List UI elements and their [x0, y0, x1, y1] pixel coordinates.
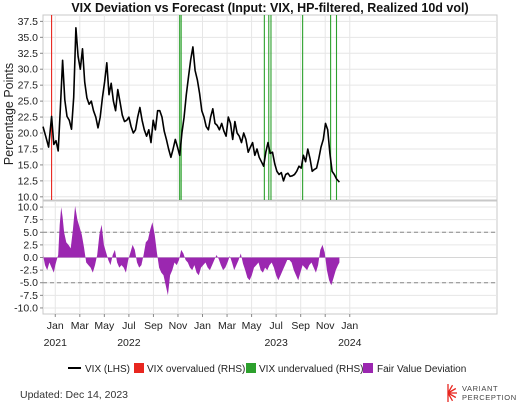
xtick-label: May: [242, 320, 263, 332]
top-ytick-label: 15.0: [18, 159, 39, 171]
bottom-ytick-label: -7.5: [20, 290, 38, 302]
xtick-label: Sep: [291, 320, 310, 332]
legend-swatch-overvalued: [134, 363, 144, 373]
xtick-label: Sep: [144, 320, 163, 332]
top-ytick-label: 37.5: [18, 16, 39, 28]
xtick-year-label: 2023: [264, 337, 288, 349]
xtick-label: Jan: [341, 320, 358, 332]
legend-label-overvalued: VIX overvalued (RHS): [147, 364, 245, 375]
xtick-label: Jan: [194, 320, 211, 332]
top-ytick-label: 10.0: [18, 191, 39, 203]
brand-logo: VARIANT PERCEPTION: [447, 384, 517, 402]
bottom-ytick-label: 7.5: [23, 214, 38, 226]
top-y-ticks: 10.0 12.5 15.0 17.5 20.0 22.5 25.0 27.5 30.0 32.5…: [18, 16, 43, 203]
top-ytick-label: 12.5: [18, 175, 39, 187]
legend-label-undervalued: VIX undervalued (RHS): [259, 364, 364, 375]
chart-title: VIX Deviation vs Forecast (Input: VIX, H…: [71, 1, 468, 15]
xtick-label: Jul: [269, 320, 282, 332]
legend-label-vix: VIX (LHS): [85, 364, 130, 375]
bottom-ytick-label: 0.0: [23, 252, 38, 264]
xtick-year-label: 2022: [117, 337, 141, 349]
xtick-label: Nov: [316, 320, 335, 332]
bottom-ytick-label: -10.0: [14, 302, 38, 314]
top-panel-frame: [42, 14, 498, 201]
bottom-ytick-label: 10.0: [18, 202, 39, 214]
xtick-label: Mar: [218, 320, 237, 332]
legend-label-deviation: Fair Value Deviation: [377, 364, 466, 375]
xtick-label: Jan: [47, 320, 64, 332]
updated-date: Updated: Dec 14, 2023: [20, 389, 128, 401]
top-ytick-label: 30.0: [18, 64, 39, 76]
xtick-year-label: 2021: [44, 337, 68, 349]
xtick-label: May: [94, 320, 115, 332]
brand-name-line1: VARIANT: [462, 384, 498, 393]
bottom-y-ticks: -10.0-7.5-5.0-2.50.02.55.07.510.0: [14, 202, 43, 314]
bottom-ytick-label: 2.5: [23, 239, 38, 251]
legend: VIX (LHS) VIX overvalued (RHS) VIX under…: [68, 363, 466, 375]
legend-swatch-undervalued: [246, 363, 256, 373]
bottom-ytick-label: -5.0: [20, 277, 38, 289]
brand-mark-icon: [447, 384, 457, 402]
top-ytick-label: 25.0: [18, 96, 39, 108]
xtick-label: Jul: [122, 320, 135, 332]
top-ytick-label: 22.5: [18, 112, 39, 124]
xtick-label: Mar: [71, 320, 90, 332]
signal-lines: [51, 15, 338, 200]
brand-name-line2: PERCEPTION: [462, 393, 517, 402]
top-ytick-label: 35.0: [18, 32, 39, 44]
top-ytick-label: 17.5: [18, 143, 39, 155]
vix-series-line: [42, 27, 340, 183]
bottom-ytick-label: -2.5: [20, 265, 38, 277]
xtick-label: Nov: [169, 320, 188, 332]
legend-swatch-deviation: [363, 363, 373, 373]
top-panel-grid: [43, 15, 497, 200]
top-ytick-label: 27.5: [18, 80, 39, 92]
top-ytick-label: 20.0: [18, 128, 39, 140]
y-axis-label: Percentage Points: [2, 63, 16, 165]
deviation-area: [43, 206, 340, 296]
top-ytick-label: 32.5: [18, 48, 39, 60]
bottom-ytick-label: 5.0: [23, 227, 38, 239]
xtick-year-label: 2024: [338, 337, 362, 349]
